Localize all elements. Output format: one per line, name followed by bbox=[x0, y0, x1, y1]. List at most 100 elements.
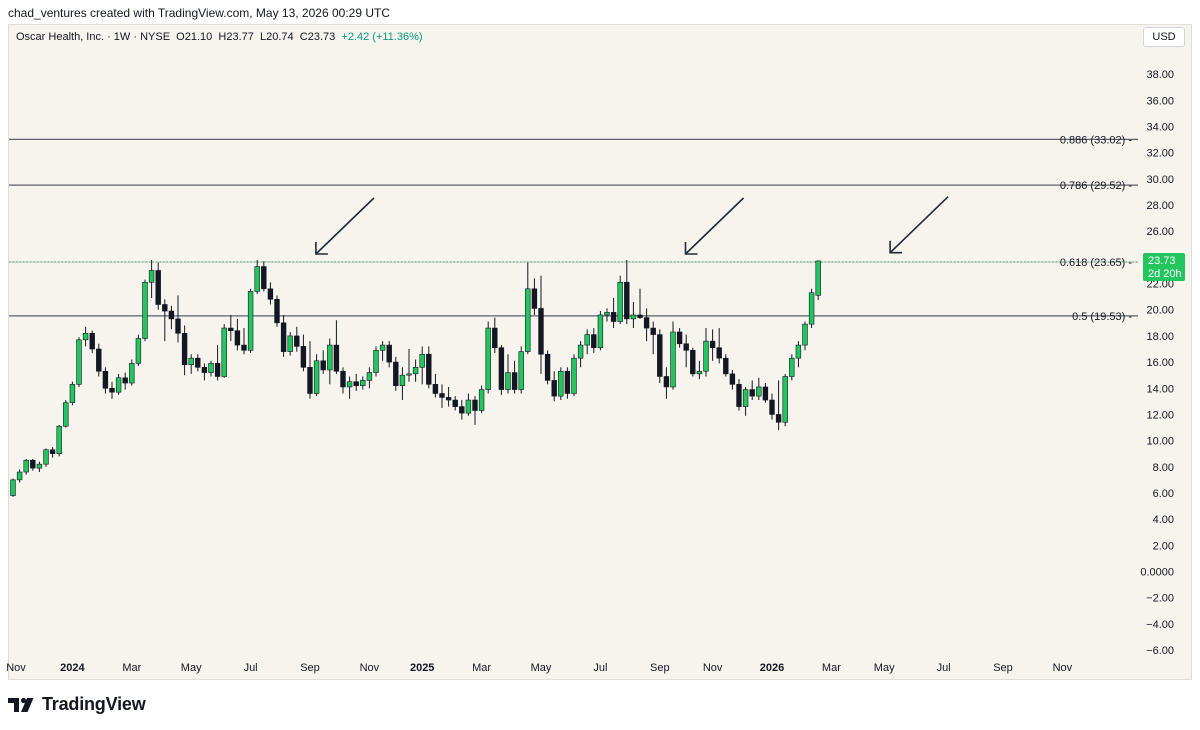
candle-82 bbox=[551, 371, 557, 402]
candle-17 bbox=[122, 372, 128, 390]
candle-body bbox=[129, 363, 135, 384]
candle-body bbox=[782, 376, 788, 423]
candle-40 bbox=[274, 295, 280, 327]
candle-23 bbox=[162, 299, 168, 342]
candle-98 bbox=[657, 329, 663, 384]
candle-31 bbox=[214, 345, 221, 381]
candle-body bbox=[320, 360, 326, 371]
candle-body bbox=[485, 327, 491, 390]
x-tick-16: Jul bbox=[937, 662, 951, 674]
candle-body bbox=[604, 312, 610, 316]
candle-body bbox=[505, 372, 511, 390]
candle-96 bbox=[643, 308, 650, 342]
candle-102 bbox=[683, 334, 689, 368]
fib-label-3: 0.5 (19.53) - bbox=[1072, 311, 1132, 323]
candle-53 bbox=[360, 376, 366, 390]
candle-body bbox=[518, 351, 524, 390]
candle-body bbox=[426, 353, 432, 385]
y-tick-0: −6.00 bbox=[1146, 645, 1174, 657]
candle-body bbox=[201, 367, 208, 373]
chart-area[interactable] bbox=[8, 24, 1192, 680]
candle-body bbox=[472, 399, 478, 411]
candle-body bbox=[346, 381, 353, 388]
candle-body bbox=[155, 270, 161, 305]
candle-68 bbox=[459, 400, 465, 420]
candle-body bbox=[802, 323, 808, 346]
y-tick-16: 26.00 bbox=[1146, 226, 1174, 238]
candle-body bbox=[419, 353, 425, 368]
candle-body bbox=[696, 370, 703, 375]
candle-body bbox=[432, 384, 439, 394]
candle-body bbox=[195, 357, 201, 368]
y-tick-13: 20.00 bbox=[1146, 305, 1174, 317]
candle-91 bbox=[610, 297, 617, 329]
candle-body bbox=[82, 332, 89, 341]
candle-body bbox=[551, 380, 557, 397]
x-tick-18: Nov bbox=[1053, 662, 1073, 674]
candle-7 bbox=[56, 424, 62, 457]
candle-body bbox=[280, 322, 287, 352]
candle-body bbox=[723, 357, 729, 375]
candle-107 bbox=[716, 328, 722, 364]
y-tick-7: 8.00 bbox=[1153, 462, 1174, 474]
candle-112 bbox=[749, 380, 755, 401]
candle-26 bbox=[181, 325, 188, 376]
y-tick-21: 36.00 bbox=[1146, 95, 1174, 107]
candle-70 bbox=[472, 396, 478, 425]
candle-body bbox=[353, 381, 359, 386]
candle-body bbox=[445, 397, 452, 401]
low-value: L20.74 bbox=[260, 31, 294, 43]
candle-29 bbox=[201, 363, 208, 381]
candle-9 bbox=[69, 381, 76, 406]
candle-16 bbox=[115, 373, 122, 395]
close-value: C23.73 bbox=[299, 31, 336, 43]
candle-48 bbox=[327, 338, 333, 385]
candle-4 bbox=[36, 461, 43, 473]
x-tick-11: Sep bbox=[650, 662, 670, 674]
candle-body bbox=[360, 380, 366, 386]
candle-0 bbox=[10, 478, 16, 497]
y-tick-1: −4.00 bbox=[1146, 619, 1174, 631]
candle-body bbox=[168, 310, 175, 320]
x-tick-8: Mar bbox=[472, 662, 491, 674]
candle-89 bbox=[597, 311, 604, 351]
candle-49 bbox=[333, 320, 340, 374]
candle-body bbox=[544, 353, 551, 381]
candle-81 bbox=[544, 350, 551, 385]
candle-97 bbox=[650, 321, 656, 355]
candle-92 bbox=[617, 275, 623, 325]
candle-body bbox=[762, 386, 769, 401]
candle-body bbox=[643, 317, 650, 329]
candle-34 bbox=[234, 318, 241, 351]
candle-body bbox=[597, 314, 604, 348]
candle-body bbox=[478, 389, 485, 411]
symbol-legend: Oscar Health, Inc. · 1W · NYSE O21.10 H2… bbox=[16, 31, 423, 43]
y-tick-19: 32.00 bbox=[1146, 148, 1174, 160]
candle-body bbox=[690, 350, 696, 375]
candle-54 bbox=[366, 367, 373, 389]
candle-body bbox=[122, 377, 128, 384]
candle-body bbox=[254, 266, 260, 292]
candle-122 bbox=[815, 260, 821, 301]
arrow-head bbox=[684, 242, 698, 255]
candle-body bbox=[531, 288, 538, 309]
y-tick-22: 38.00 bbox=[1146, 69, 1174, 81]
candle-body bbox=[208, 363, 214, 373]
price-badge-countdown: 2d 20h bbox=[1148, 268, 1182, 280]
y-tick-17: 28.00 bbox=[1146, 200, 1174, 212]
currency-button[interactable]: USD bbox=[1143, 27, 1185, 47]
candle-58 bbox=[393, 356, 399, 391]
x-tick-9: May bbox=[531, 662, 552, 674]
candle-64 bbox=[432, 373, 439, 398]
time-axis: Nov 2024 Mar May Jul Sep Nov 2025 Mar May Jul Sep No… bbox=[6, 662, 1072, 674]
x-tick-15: May bbox=[874, 662, 895, 674]
candle-103 bbox=[690, 347, 696, 377]
candle-44 bbox=[300, 334, 307, 372]
candle-body bbox=[492, 327, 498, 348]
y-tick-8: 10.00 bbox=[1146, 436, 1174, 448]
candle-95 bbox=[637, 288, 643, 319]
candle-80 bbox=[538, 275, 544, 374]
candle-19 bbox=[135, 334, 142, 367]
